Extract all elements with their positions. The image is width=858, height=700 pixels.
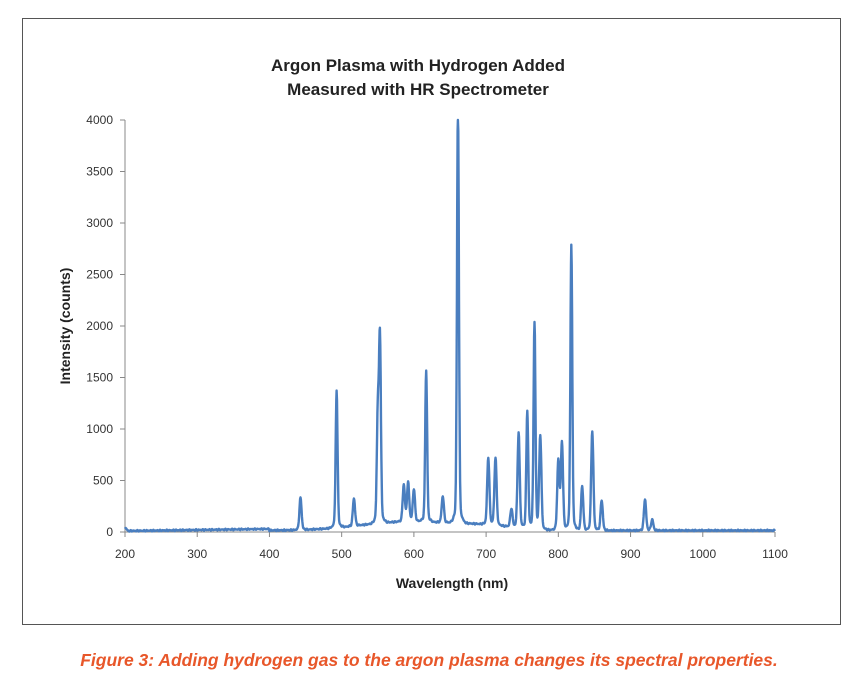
- x-tick-label: 1100: [762, 547, 788, 561]
- y-tick-label: 4000: [86, 113, 113, 127]
- x-tick-label: 1000: [689, 547, 716, 561]
- x-tick-label: 300: [187, 547, 207, 561]
- chart-frame: [22, 18, 841, 625]
- y-tick-label: 0: [106, 525, 113, 539]
- chart-title-line-1: Argon Plasma with Hydrogen Added: [271, 56, 565, 75]
- x-axis-label: Wavelength (nm): [396, 575, 508, 591]
- spectrum-line: [123, 118, 776, 533]
- figure-caption: Figure 3: Adding hydrogen gas to the arg…: [80, 650, 778, 670]
- x-tick-label: 900: [621, 547, 641, 561]
- y-tick-label: 2500: [86, 268, 113, 282]
- y-tick-label: 2000: [86, 319, 113, 333]
- x-tick-label: 400: [259, 547, 279, 561]
- x-tick-label: 500: [332, 547, 352, 561]
- chart-title-line-2: Measured with HR Spectrometer: [287, 80, 549, 99]
- y-tick-label: 500: [93, 474, 113, 488]
- y-tick-label: 3500: [86, 165, 113, 179]
- y-axis-label: Intensity (counts): [57, 268, 73, 385]
- x-tick-label: 200: [115, 547, 135, 561]
- y-tick-label: 1000: [86, 422, 113, 436]
- x-tick-label: 600: [404, 547, 424, 561]
- y-tick-label: 1500: [86, 371, 113, 385]
- x-tick-label: 800: [548, 547, 568, 561]
- spectrum-chart: Argon Plasma with Hydrogen Added Measure…: [57, 56, 788, 591]
- x-tick-label: 700: [476, 547, 496, 561]
- y-tick-label: 3000: [86, 216, 113, 230]
